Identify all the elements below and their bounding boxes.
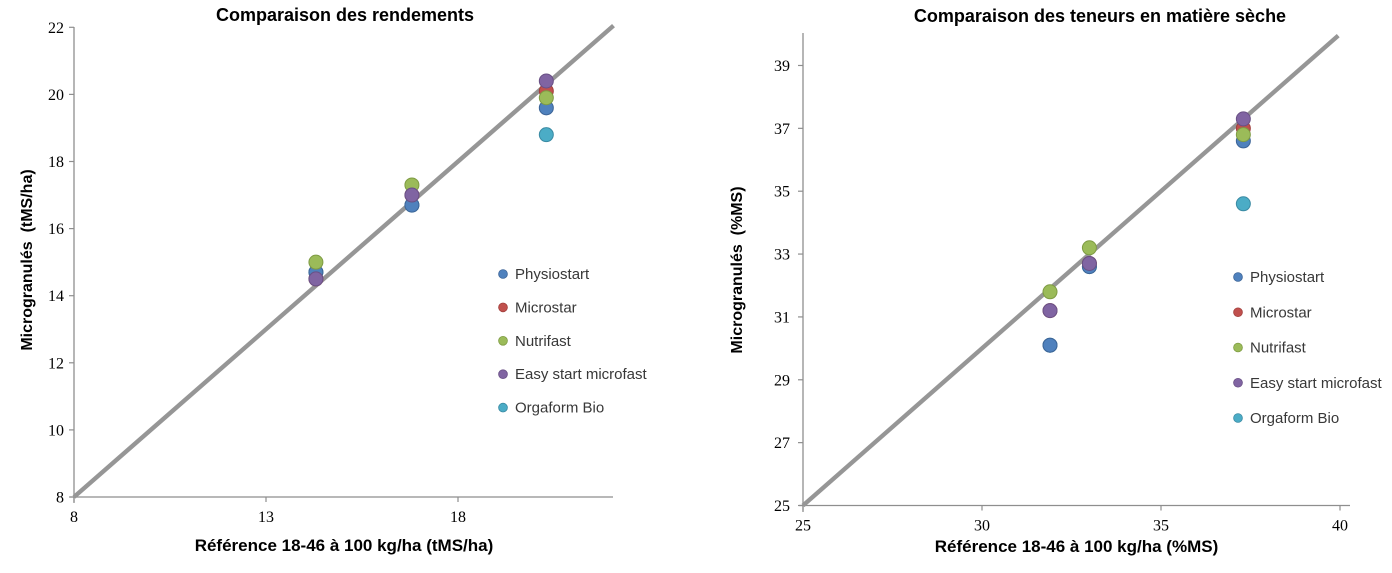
x-tick-label: 40 — [1332, 518, 1348, 535]
y-tick-label: 16 — [48, 221, 64, 238]
x-tick-label: 25 — [795, 518, 811, 535]
y-tick-label: 22 — [48, 20, 64, 37]
x-tick-label: 30 — [974, 518, 990, 535]
legend-item: Nutrifast — [1233, 340, 1307, 357]
legend-marker-nutrifast — [1233, 342, 1243, 353]
legend-label: Physiostart — [515, 266, 590, 283]
legend-marker-microstar — [1233, 307, 1243, 318]
data-point-nutrifast — [1081, 240, 1097, 256]
legend-item: Physiostart — [1233, 269, 1325, 286]
data-point-physiostart — [1042, 337, 1058, 353]
y-axis-title-left: Microgranulés (tMS/ha) — [19, 169, 36, 351]
legend-item: Microstar — [1233, 304, 1312, 321]
legend-marker-orgaform-bio — [1233, 413, 1243, 423]
y-tick-label: 8 — [56, 490, 64, 507]
data-point-easy-start-microfast — [1042, 303, 1058, 319]
data-point-easy-start-microfast — [1081, 255, 1097, 271]
legend-item: Orgaform Bio — [498, 400, 604, 417]
x-axis-title-left: Référence 18-46 à 100 kg/ha (tMS/ha) — [194, 536, 494, 555]
data-point-easy-start-microfast — [1235, 111, 1251, 127]
x-tick-label: 13 — [258, 509, 274, 526]
x-tick-label: 18 — [450, 509, 466, 526]
legend-label: Orgaform Bio — [515, 400, 604, 417]
chart-0: 8 10 12 14 16 18 20 22 8 13 18 Physiostart Microstar… — [48, 20, 648, 526]
y-tick-label: 29 — [774, 372, 790, 389]
y-tick-label: 12 — [48, 355, 64, 372]
legend-label: Nutrifast — [1250, 340, 1307, 357]
legend-marker-nutrifast — [498, 335, 508, 346]
y-tick-label: 37 — [774, 121, 790, 138]
x-axis-title-right: Référence 18-46 à 100 kg/ha (%MS) — [934, 537, 1219, 556]
data-point-nutrifast — [1042, 284, 1058, 300]
legend-marker-physiostart — [1233, 272, 1243, 282]
legend-item: Microstar — [498, 299, 577, 316]
legend-label: Microstar — [1250, 304, 1312, 321]
data-point-easy-start-microfast — [308, 271, 324, 287]
x-tick-label: 35 — [1153, 518, 1169, 535]
legend-marker-easy-start-microfast — [498, 369, 508, 380]
legend-label: Nutrifast — [515, 333, 572, 350]
y-tick-label: 25 — [774, 498, 790, 515]
legend-item: Easy start microfast — [1233, 375, 1383, 392]
legend-item: Easy start microfast — [498, 366, 648, 383]
legend-item: Orgaform Bio — [1233, 410, 1339, 427]
y-tick-label: 18 — [48, 154, 64, 171]
y-axis-title-right: Microgranulés (%MS) — [729, 186, 746, 354]
y-tick-label: 31 — [774, 309, 790, 326]
chart-title-rendements: Comparaison des rendements — [215, 5, 475, 25]
data-point-orgaform-bio — [538, 127, 554, 143]
y-tick-label: 14 — [48, 288, 64, 305]
y-tick-label: 27 — [774, 435, 790, 452]
legend-marker-easy-start-microfast — [1233, 377, 1243, 388]
data-point-easy-start-microfast — [404, 187, 420, 203]
data-point-nutrifast — [1235, 127, 1251, 143]
y-tick-label: 35 — [774, 184, 790, 201]
chart-1: 25 27 29 31 33 35 37 39 25 30 35 40 Physiostart Micro… — [774, 33, 1383, 535]
y-tick-label: 33 — [774, 247, 790, 264]
data-point-nutrifast — [538, 90, 554, 106]
y-tick-label: 39 — [774, 58, 790, 75]
legend-label: Orgaform Bio — [1250, 410, 1339, 427]
identity-line — [801, 33, 1340, 508]
identity-line — [72, 23, 615, 499]
y-tick-label: 10 — [48, 422, 64, 439]
data-point-easy-start-microfast — [538, 73, 554, 89]
legend-item: Nutrifast — [498, 333, 572, 350]
legend-label: Easy start microfast — [1250, 375, 1383, 392]
legend-label: Physiostart — [1250, 269, 1325, 286]
legend-marker-microstar — [498, 302, 508, 313]
legend-marker-physiostart — [498, 269, 508, 279]
chart-title-teneurs: Comparaison des teneurs en matière sèche — [913, 6, 1287, 26]
legend-label: Microstar — [515, 299, 577, 316]
y-tick-label: 20 — [48, 87, 64, 104]
legend-marker-orgaform-bio — [498, 402, 508, 413]
data-point-nutrifast — [308, 254, 324, 270]
legend-label: Easy start microfast — [515, 366, 648, 383]
legend-item: Physiostart — [498, 266, 590, 283]
x-tick-label: 8 — [70, 509, 78, 526]
data-point-orgaform-bio — [1235, 196, 1251, 212]
